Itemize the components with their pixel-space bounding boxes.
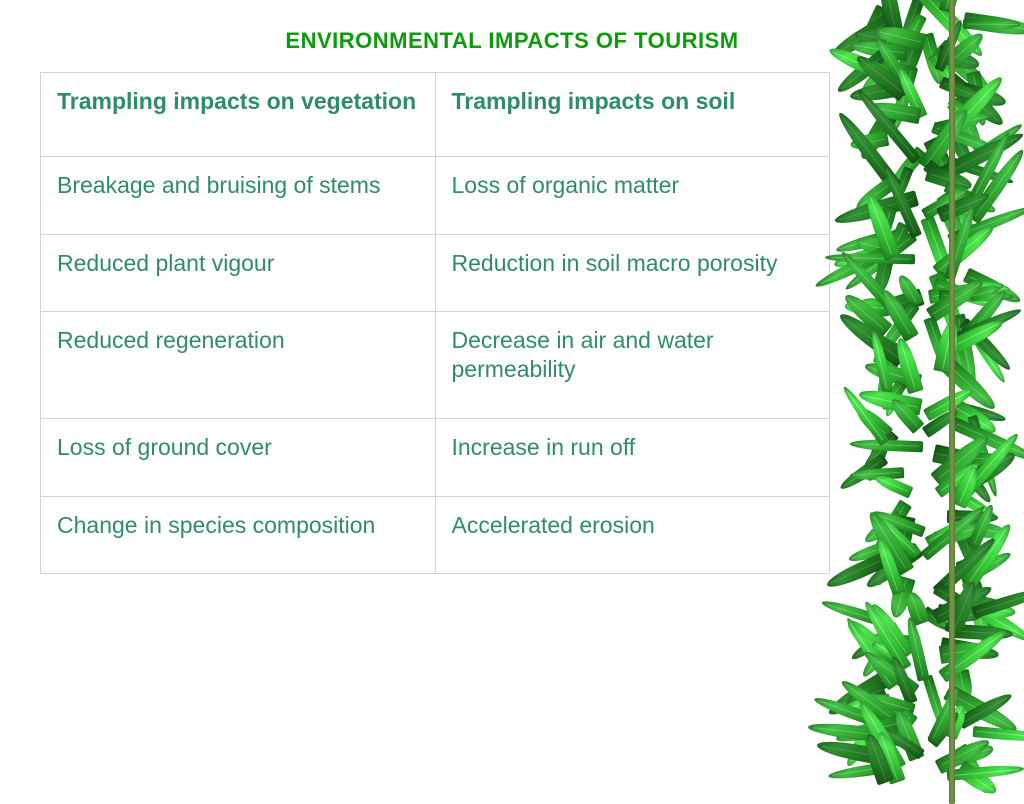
cell-soil: Decrease in air and water permeability <box>435 312 830 419</box>
impacts-table: Trampling impacts on vegetation Tramplin… <box>40 72 830 574</box>
cell-soil: Accelerated erosion <box>435 496 830 574</box>
bamboo-foliage-decoration <box>854 0 1024 768</box>
column-header-soil: Trampling impacts on soil <box>435 73 830 157</box>
table-row: Breakage and bruising of stems Loss of o… <box>41 156 830 234</box>
cell-soil: Reduction in soil macro porosity <box>435 234 830 312</box>
table-row: Reduced plant vigour Reduction in soil m… <box>41 234 830 312</box>
cell-vegetation: Breakage and bruising of stems <box>41 156 436 234</box>
cell-soil: Loss of organic matter <box>435 156 830 234</box>
cell-vegetation: Loss of ground cover <box>41 418 436 496</box>
cell-vegetation: Change in species composition <box>41 496 436 574</box>
table-row: Loss of ground cover Increase in run off <box>41 418 830 496</box>
table-row: Change in species composition Accelerate… <box>41 496 830 574</box>
cell-soil: Increase in run off <box>435 418 830 496</box>
table-row: Reduced regeneration Decrease in air and… <box>41 312 830 419</box>
slide-title: ENVIRONMENTAL IMPACTS OF TOURISM <box>0 0 1024 72</box>
cell-vegetation: Reduced plant vigour <box>41 234 436 312</box>
column-header-vegetation: Trampling impacts on vegetation <box>41 73 436 157</box>
table-header-row: Trampling impacts on vegetation Tramplin… <box>41 73 830 157</box>
cell-vegetation: Reduced regeneration <box>41 312 436 419</box>
